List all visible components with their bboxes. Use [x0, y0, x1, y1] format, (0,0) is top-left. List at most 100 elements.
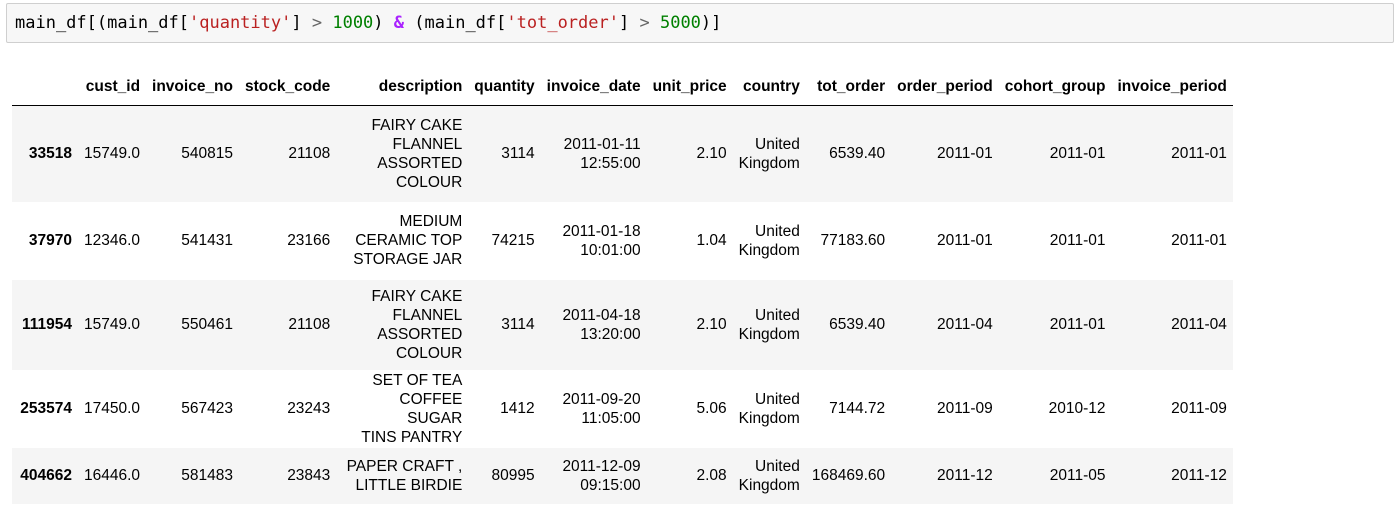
- cell-quantity: 74215: [491, 231, 535, 249]
- column-header-quantity: quantity: [468, 68, 541, 106]
- row-index: 111954: [21, 315, 72, 333]
- cell-cust-id: 15749.0: [84, 315, 141, 333]
- cell-country: United Kingdom: [733, 106, 806, 202]
- cell-invoice-date: 2011-01-18 10:01:00: [541, 202, 647, 280]
- cell-unit-price: 5.06: [696, 399, 727, 417]
- cell-order-period: 2011-12: [937, 466, 993, 484]
- cell-country: United Kingdom: [733, 448, 806, 504]
- column-header-description: description: [336, 68, 469, 106]
- table-header-row: cust_id invoice_no stock_code descriptio…: [12, 68, 1233, 106]
- cell-invoice-no: 541431: [181, 231, 233, 249]
- cell-country-line: United: [755, 135, 800, 153]
- cell-invoice-date-day: 2011-01-18: [562, 222, 641, 240]
- cell-invoice-date-day: 2011-12-09: [562, 457, 641, 475]
- cell-quantity: 1412: [500, 399, 535, 417]
- cell-quantity: 3114: [501, 315, 535, 333]
- cell-invoice-period: 2011-12: [1171, 466, 1227, 484]
- cell-country-line: United: [755, 457, 800, 475]
- cell-invoice-period: 2011-01: [1171, 144, 1227, 162]
- cell-description-line: LITTLE BIRDIE: [355, 476, 463, 494]
- cell-invoice-date-time: 13:20:00: [580, 325, 641, 343]
- cell-cust-id: 16446.0: [84, 466, 141, 484]
- cell-unit-price: 2.10: [696, 144, 727, 162]
- table-row: 111954 15749.0 550461 21108 FAIRY CAKE FL…: [12, 279, 1233, 370]
- cell-stock-code: 21108: [288, 144, 331, 162]
- table-row: 404662 16446.0 581483 23843 PAPER CRAFT …: [12, 447, 1233, 504]
- cell-invoice-date-time: 09:15:00: [580, 476, 641, 494]
- column-header-country: country: [732, 68, 806, 106]
- cell-cust-id: 15749.0: [84, 144, 141, 162]
- cell-invoice-no: 581483: [181, 466, 233, 484]
- cell-description-line: COLOUR: [395, 344, 463, 362]
- code-space: [322, 13, 332, 33]
- table-row: 33518 15749.0 540815 21108 FAIRY CAKE FLA…: [12, 105, 1233, 202]
- cell-country: United Kingdom: [733, 370, 806, 448]
- cell-invoice-date-day: 2011-04-18: [562, 306, 641, 324]
- cell-tot-order: 77183.60: [820, 231, 886, 249]
- cell-tot-order: 6539.40: [829, 315, 886, 333]
- dataframe-output-table: cust_id invoice_no stock_code descriptio…: [12, 68, 1233, 504]
- table-row: 253574 17450.0 567423 23243 SET OF TEA CO…: [12, 369, 1233, 448]
- cell-country-line: Kingdom: [738, 409, 800, 427]
- cell-invoice-date: 2011-01-11 12:55:00: [541, 106, 647, 202]
- cell-description-line: FLANNEL: [392, 306, 463, 324]
- cell-invoice-date-time: 12:55:00: [580, 154, 641, 172]
- cell-description: PAPER CRAFT , LITTLE BIRDIE: [336, 448, 468, 504]
- cell-description-line: SET OF TEA: [372, 371, 463, 389]
- column-header-invoice-no: invoice_no: [146, 68, 239, 106]
- cell-invoice-date: 2011-04-18 13:20:00: [541, 280, 647, 370]
- code-text-close1: ): [373, 13, 394, 33]
- cell-stock-code: 21108: [288, 315, 331, 333]
- cell-description: FAIRY CAKE FLANNEL ASSORTED COLOUR: [336, 106, 468, 202]
- cell-description-line: STORAGE JAR: [353, 251, 463, 268]
- cell-invoice-date-time: 11:05:00: [581, 409, 641, 427]
- cell-cohort-group: 2010-12: [1048, 399, 1106, 417]
- cell-order-period: 2011-01: [937, 144, 993, 162]
- cell-invoice-period: 2011-09: [1171, 399, 1227, 417]
- row-index: 33518: [28, 144, 72, 162]
- cell-unit-price: 1.04: [696, 231, 727, 249]
- cell-cohort-group: 2011-01: [1049, 231, 1106, 249]
- cell-cust-id: 12346.0: [84, 231, 141, 249]
- cell-stock-code: 23243: [287, 399, 331, 417]
- code-text-open2: (main_df[: [404, 13, 507, 33]
- cell-quantity: 80995: [491, 466, 535, 484]
- code-operator-gt: >: [639, 13, 650, 33]
- row-index: 253574: [20, 399, 72, 417]
- cell-stock-code: 23843: [287, 466, 331, 484]
- cell-country-line: United: [755, 390, 800, 408]
- cell-country-line: Kingdom: [738, 325, 800, 343]
- cell-description-line: TINS PANTRY: [361, 428, 463, 446]
- cell-order-period: 2011-01: [937, 231, 993, 249]
- code-text-suffix: )]: [700, 13, 722, 33]
- cell-invoice-date-day: 2011-09-20: [562, 390, 641, 408]
- row-index: 37970: [28, 231, 72, 249]
- cell-invoice-date: 2011-12-09 09:15:00: [541, 448, 647, 504]
- cell-quantity: 3114: [501, 144, 535, 162]
- column-header-invoice-date: invoice_date: [540, 68, 647, 106]
- cell-invoice-period: 2011-01: [1171, 231, 1227, 249]
- cell-invoice-date: 2011-09-20 11:05:00: [541, 370, 647, 448]
- code-string-tot-order: 'tot_order': [506, 13, 619, 33]
- cell-unit-price: 2.08: [696, 466, 727, 484]
- column-header-cohort-group: cohort_group: [998, 68, 1112, 106]
- cell-invoice-date-day: 2011-01-11: [563, 135, 641, 153]
- column-header-invoice-period: invoice_period: [1111, 68, 1233, 106]
- column-header-unit-price: unit_price: [646, 68, 733, 106]
- cell-cohort-group: 2011-01: [1049, 315, 1106, 333]
- code-input-cell[interactable]: main_df[(main_df['quantity'] > 1000) & (…: [6, 3, 1394, 43]
- code-number-1000: 1000: [332, 13, 374, 33]
- code-text-mid1: ]: [291, 13, 312, 33]
- cell-tot-order: 7144.72: [829, 399, 886, 417]
- cell-country: United Kingdom: [733, 280, 806, 370]
- row-index: 404662: [20, 466, 72, 484]
- index-header: [12, 68, 78, 106]
- cell-country-line: United: [755, 306, 800, 324]
- cell-description: FAIRY CAKE FLANNEL ASSORTED COLOUR: [336, 280, 468, 370]
- cell-description-line: FAIRY CAKE: [371, 287, 463, 305]
- cell-cohort-group: 2011-01: [1049, 144, 1106, 162]
- cell-description-line: FLANNEL: [392, 135, 463, 153]
- cell-cust-id: 17450.0: [84, 399, 141, 417]
- cell-country-line: Kingdom: [738, 476, 800, 494]
- cell-description-line: FAIRY CAKE: [371, 116, 463, 134]
